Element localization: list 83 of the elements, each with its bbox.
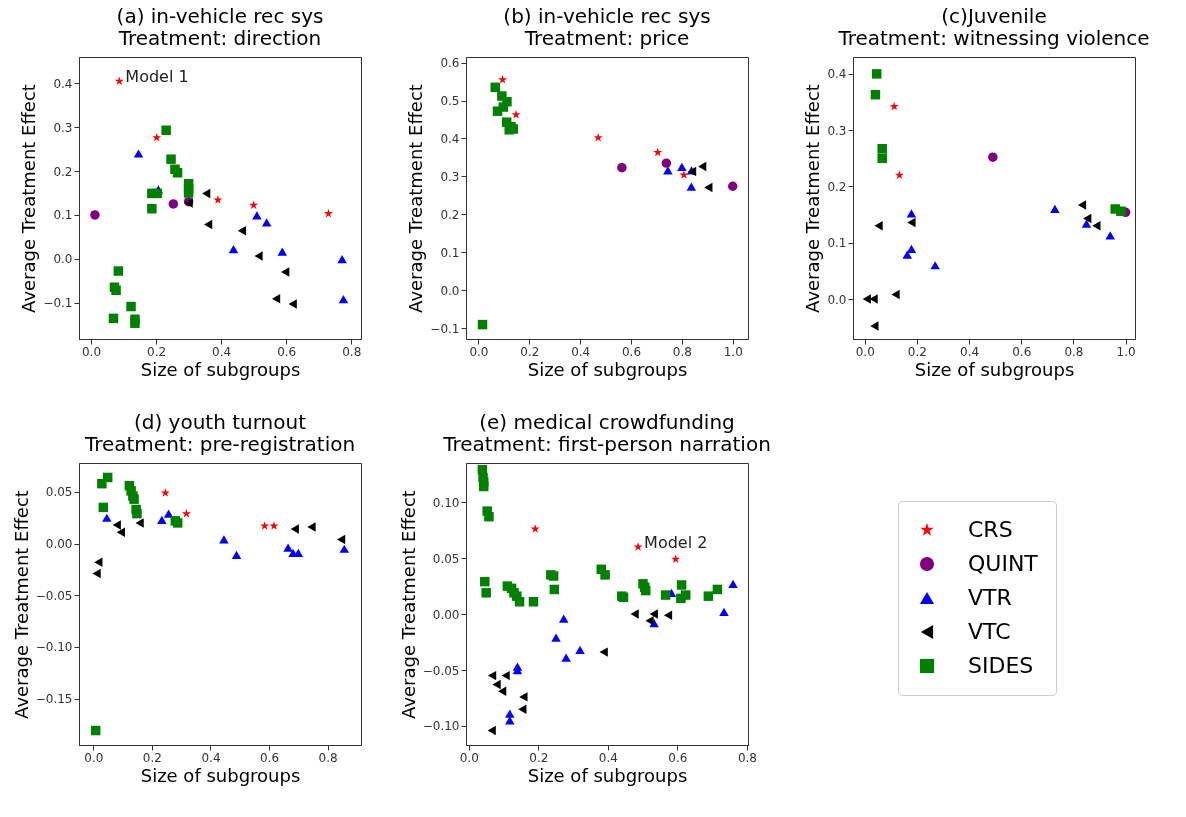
x-tick-label: 0.6 — [1012, 344, 1032, 359]
annotation: Model 1 — [125, 67, 189, 87]
legend-label: VTR — [968, 585, 1012, 610]
chart-title: (d) youth turnout — [133, 410, 307, 434]
x-tick-label: 0.6 — [277, 344, 297, 359]
x-tick-label: 0.8 — [342, 344, 362, 359]
x-tick-label: 0.2 — [142, 750, 162, 765]
x-tick-label: 0.0 — [84, 750, 104, 765]
chart-title: (a) in-vehicle rec sys — [116, 4, 324, 28]
x-tick-label: 0.4 — [960, 344, 980, 359]
annotation: Model 2 — [644, 532, 708, 552]
x-tick-label: 0.6 — [621, 344, 642, 359]
y-tick-label: 0.00 — [432, 607, 460, 622]
x-tick-label: 0.2 — [147, 344, 167, 359]
chart-title: (c)Juvenile — [941, 4, 1047, 28]
y-tick-label: 0.2 — [440, 207, 460, 222]
x-tick-label: 0.0 — [81, 344, 102, 359]
legend-label: VTC — [968, 619, 1011, 644]
y-axis-title: Average Treatment Effect — [10, 490, 32, 719]
y-tick-label: −0.10 — [422, 719, 460, 734]
x-tick-label: 0.4 — [212, 344, 232, 359]
y-tick-label: 0.00 — [45, 537, 73, 552]
y-tick-label: −0.1 — [43, 296, 73, 311]
x-axis-title: Size of subgroups — [527, 764, 688, 786]
y-tick-label: 0.10 — [432, 495, 460, 510]
x-axis-title: Size of subgroups — [140, 764, 301, 786]
chart-subtitle: Treatment: pre-registration — [83, 432, 356, 456]
x-tick-label: 0.6 — [668, 750, 688, 765]
x-tick-label: 0.2 — [907, 344, 927, 359]
x-tick-label: 1.0 — [723, 344, 743, 359]
legend-label: CRS — [968, 517, 1013, 542]
chart-subtitle: Treatment: price — [523, 25, 690, 50]
x-tick-label: 0.2 — [520, 344, 540, 359]
x-tick-label: 0.8 — [672, 344, 692, 359]
x-tick-label: 0.0 — [855, 344, 875, 359]
x-tick-label: 0.4 — [598, 750, 618, 765]
x-tick-label: 0.2 — [529, 750, 549, 765]
y-axis-title: Average Treatment Effect — [802, 84, 824, 313]
y-tick-label: −0.05 — [422, 663, 460, 678]
y-tick-label: 0.05 — [432, 551, 460, 566]
x-tick-label: 0.4 — [201, 750, 221, 765]
y-tick-label: 0.4 — [827, 67, 847, 82]
y-tick-label: 0.0 — [440, 283, 460, 298]
x-tick-label: 0.4 — [571, 344, 591, 359]
y-tick-label: 0.1 — [827, 236, 847, 251]
legend-label: SIDES — [968, 653, 1034, 678]
y-tick-label: −0.15 — [35, 692, 73, 707]
chart-subtitle: Treatment: witnessing violence — [837, 26, 1150, 50]
y-tick-label: 0.6 — [440, 56, 460, 71]
x-axis-title: Size of subgroups — [527, 358, 688, 380]
y-tick-label: 0.4 — [53, 76, 73, 91]
y-tick-label: 0.1 — [53, 208, 73, 223]
y-tick-label: 0.2 — [53, 164, 73, 179]
y-tick-label: −0.05 — [35, 588, 73, 603]
y-axis-title: Average Treatment Effect — [18, 84, 40, 313]
x-tick-label: 0.8 — [318, 750, 338, 765]
x-tick-label: 1.0 — [1116, 344, 1136, 359]
chart-subtitle: Treatment: direction — [117, 26, 322, 50]
y-tick-label: 0.3 — [440, 169, 460, 184]
x-tick-label: 0.0 — [469, 344, 489, 359]
y-axis-title: Average Treatment Effect — [397, 490, 419, 719]
legend-label: QUINT — [968, 551, 1039, 576]
chart-title: (b) in-vehicle rec sys — [503, 3, 711, 28]
y-tick-label: 0.3 — [827, 123, 847, 138]
y-tick-label: −0.1 — [430, 321, 460, 336]
y-axis-title: Average Treatment Effect — [405, 84, 427, 313]
x-axis-title: Size of subgroups — [914, 358, 1075, 380]
y-tick-label: 0.4 — [440, 131, 460, 146]
y-tick-label: −0.10 — [35, 640, 73, 655]
x-tick-label: 0.6 — [260, 750, 280, 765]
y-tick-label: 0.3 — [53, 120, 73, 135]
x-tick-label: 0.0 — [459, 750, 479, 765]
y-tick-label: 0.2 — [827, 179, 847, 194]
chart-title: (e) medical crowdfunding — [479, 410, 735, 434]
y-tick-label: 0.0 — [827, 292, 847, 307]
y-tick-label: 0.1 — [440, 245, 460, 260]
x-tick-label: 0.8 — [737, 750, 757, 765]
x-axis-title: Size of subgroups — [140, 358, 301, 380]
x-tick-label: 0.8 — [1064, 344, 1084, 359]
y-tick-label: 0.5 — [440, 94, 460, 109]
y-tick-label: 0.0 — [53, 252, 73, 267]
chart-subtitle: Treatment: first-person narration — [442, 432, 771, 456]
y-tick-label: 0.05 — [45, 485, 73, 500]
